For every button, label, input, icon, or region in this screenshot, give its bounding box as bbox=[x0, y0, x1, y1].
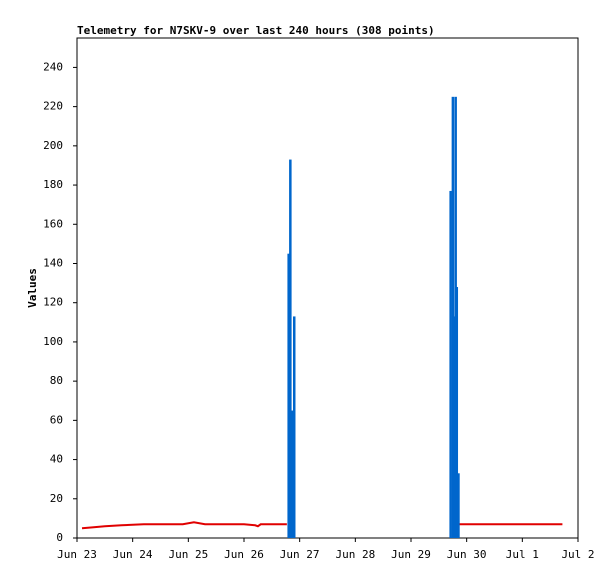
plot-frame bbox=[76, 37, 579, 539]
x-tick-label: Jun 29 bbox=[391, 548, 431, 561]
x-tick-label: Jul 2 bbox=[561, 548, 594, 561]
chart-title: Telemetry for N7SKV-9 over last 240 hour… bbox=[77, 24, 435, 37]
bar bbox=[451, 96, 455, 538]
bar bbox=[455, 287, 459, 538]
y-tick-label: 160 bbox=[43, 217, 63, 230]
y-tick-label: 80 bbox=[50, 374, 63, 387]
x-tick-label: Jun 30 bbox=[447, 548, 487, 561]
y-tick-label: 100 bbox=[43, 335, 63, 348]
x-tick-label: Jun 26 bbox=[224, 548, 264, 561]
bar bbox=[457, 473, 460, 538]
y-tick-label: 140 bbox=[43, 256, 63, 269]
y-tick-label: 180 bbox=[43, 178, 63, 191]
data-line bbox=[81, 521, 563, 530]
bar bbox=[449, 190, 452, 539]
y-tick-label: 0 bbox=[56, 531, 63, 544]
x-tick-label: Jun 24 bbox=[113, 548, 153, 561]
y-tick-label: 120 bbox=[43, 296, 63, 309]
y-tick-label: 240 bbox=[43, 60, 63, 73]
y-axis-label: Values bbox=[26, 268, 39, 308]
x-tick-label: Jun 27 bbox=[280, 548, 320, 561]
y-tick-label: 20 bbox=[50, 492, 63, 505]
bar bbox=[291, 410, 294, 538]
y-tick-label: 220 bbox=[43, 100, 63, 113]
bar bbox=[289, 159, 292, 538]
x-tick-label: Jun 23 bbox=[57, 548, 97, 561]
bar bbox=[287, 253, 290, 538]
x-tick-label: Jun 28 bbox=[335, 548, 375, 561]
bar bbox=[292, 316, 296, 538]
y-tick-label: 60 bbox=[50, 413, 63, 426]
x-tick-label: Jul 1 bbox=[506, 548, 539, 561]
y-tick-label: 200 bbox=[43, 139, 63, 152]
y-tick-label: 40 bbox=[50, 453, 63, 466]
x-tick-label: Jun 25 bbox=[168, 548, 208, 561]
